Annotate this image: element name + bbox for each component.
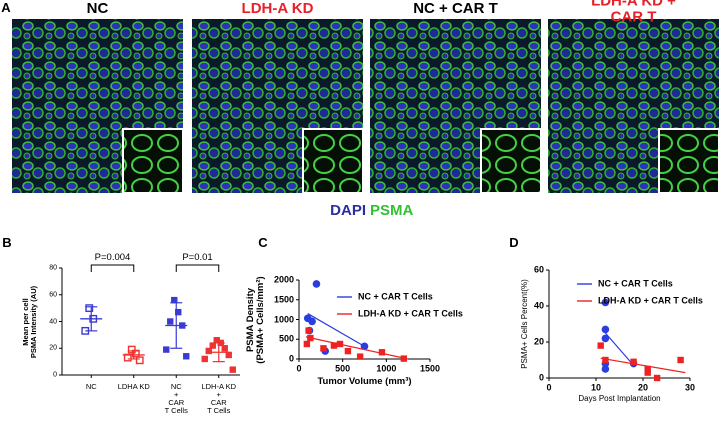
y-axis-label: PSMA+ Cells Percent(%) <box>519 279 529 369</box>
stain-label: DAPI <box>330 202 366 220</box>
data-point <box>602 356 609 364</box>
stain-label: PSMA <box>370 202 414 220</box>
panel-label: A <box>1 0 11 16</box>
x-tick-label: LDHA KD <box>117 382 150 391</box>
x-tick-label: 500 <box>335 363 351 374</box>
x-tick-label: 30 <box>684 382 696 393</box>
data-point <box>171 296 178 304</box>
image-title: NC <box>86 0 109 18</box>
data-point <box>213 337 220 344</box>
data-point <box>305 327 312 334</box>
y-axis-label: PSMA Density (PSMA+ Cells/mm²) <box>245 275 266 364</box>
data-point <box>644 365 651 373</box>
micrograph-inset <box>480 128 542 194</box>
data-point <box>209 342 216 349</box>
y-tick-label: 40 <box>49 317 57 325</box>
y-tick-label: 40 <box>533 300 544 311</box>
data-point <box>135 356 144 365</box>
p-value: P=0.01 <box>182 252 213 264</box>
data-point <box>356 353 364 360</box>
y-tick-label: 20 <box>533 336 544 347</box>
data-point <box>677 356 684 364</box>
panel-label: B <box>2 235 12 251</box>
data-point <box>127 345 136 354</box>
data-point <box>344 347 352 355</box>
image-title: NC + CAR T <box>413 0 498 18</box>
x-tick-label: 1500 <box>419 363 441 374</box>
x-axis-label: Days Post Implantation <box>578 394 661 403</box>
y-tick-label: 2000 <box>273 274 294 285</box>
data-point <box>175 308 182 316</box>
data-point <box>630 358 637 365</box>
x-tick-label: 0 <box>296 363 302 374</box>
image-title: LDH-A KD <box>241 0 314 18</box>
legend-label: NC + CAR T Cells <box>358 291 433 302</box>
data-point <box>601 298 610 307</box>
image-title: LDH-A KD + CAR T <box>591 0 676 25</box>
y-tick-label: 1500 <box>273 294 294 305</box>
x-tick-label: NC + CAR T Cells <box>164 382 188 415</box>
data-point <box>225 351 232 359</box>
y-tick-label: 60 <box>533 264 544 275</box>
data-point <box>229 366 236 373</box>
panel-label: C <box>258 235 268 251</box>
micrograph-inset <box>658 128 720 194</box>
significance-bracket <box>175 264 220 272</box>
x-axis-label: Tumor Volume (mm³) <box>317 376 412 387</box>
micrograph-inset <box>302 128 364 194</box>
y-tick-label: 20 <box>49 344 57 352</box>
data-point <box>601 334 610 343</box>
y-tick-label: 60 <box>49 291 57 299</box>
data-point <box>85 304 94 313</box>
data-point <box>205 347 212 355</box>
significance-bracket <box>90 264 135 272</box>
trend-line <box>305 336 409 360</box>
x-tick-label: 10 <box>590 382 602 393</box>
p-value: P=0.004 <box>94 252 131 264</box>
data-point <box>330 342 338 349</box>
data-point <box>167 318 174 325</box>
data-point <box>320 345 327 352</box>
legend-label: LDH-A KD + CAR T Cells <box>598 295 703 306</box>
y-tick-label: 0 <box>288 353 294 364</box>
x-tick-label: 0 <box>546 382 552 393</box>
y-tick-label: 80 <box>49 264 57 272</box>
data-point <box>601 365 610 373</box>
x-tick-label: 20 <box>637 382 649 393</box>
x-tick-label: LDH-A KD + CAR T Cells <box>201 382 237 415</box>
data-point <box>597 342 604 349</box>
x-tick-label: NC <box>85 382 97 391</box>
micrograph-inset <box>122 128 184 194</box>
trend-line <box>600 357 686 374</box>
trend-line <box>307 313 365 347</box>
y-tick-label: 0 <box>538 372 544 383</box>
x-tick-label: 1000 <box>376 363 397 374</box>
panel-label: D <box>509 235 519 251</box>
data-point <box>653 374 661 382</box>
y-tick-label: 1000 <box>273 313 294 324</box>
y-tick-label: 500 <box>278 333 294 344</box>
y-axis-label: Mean per cell PSMA Intensity (AU) <box>21 285 38 358</box>
data-point <box>163 346 170 353</box>
data-point <box>644 369 651 376</box>
data-point <box>201 355 208 363</box>
data-point <box>308 317 316 326</box>
y-tick-label: 0 <box>53 371 57 379</box>
data-point <box>183 353 190 360</box>
data-point <box>378 349 386 356</box>
data-point <box>221 345 228 352</box>
data-point <box>312 280 321 288</box>
data-point <box>601 325 610 334</box>
data-point <box>303 340 311 348</box>
trend-line <box>604 332 635 366</box>
legend-label: LDH-A KD + CAR T Cells <box>358 308 463 319</box>
legend-label: NC + CAR T Cells <box>598 278 673 289</box>
